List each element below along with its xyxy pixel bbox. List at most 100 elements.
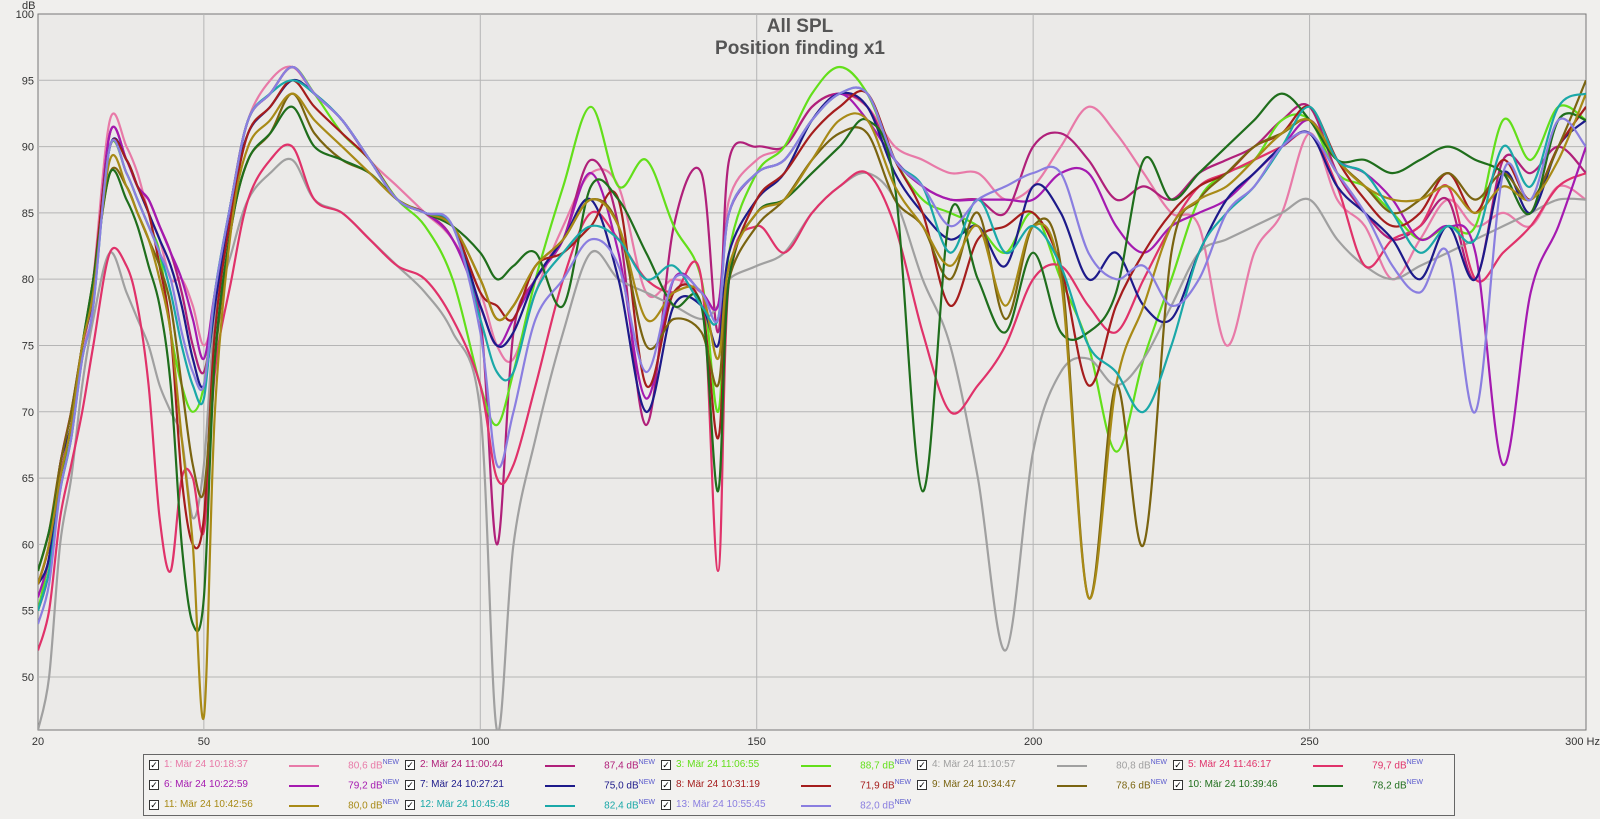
legend-value: 80,8 dBNEW [1107,759,1167,771]
legend-label: 9: Mär 24 10:34:47 [932,779,1016,790]
legend-value: 87,4 dBNEW [595,759,655,771]
legend-value: 78,2 dBNEW [1363,779,1423,791]
y-tick-label: 75 [22,340,34,352]
legend-value-text: 82,0 dB [860,800,895,812]
legend-label: 3: Mär 24 11:06:55 [676,759,760,770]
legend-label: 8: Mär 24 10:31:19 [676,779,760,790]
legend-value-text: 80,8 dB [1116,760,1151,772]
legend-checkbox[interactable]: ✓ [405,780,415,790]
series-line-6 [38,65,1586,598]
x-tick-label: 300 Hz [1565,736,1600,748]
legend-checkbox[interactable]: ✓ [661,800,671,810]
legend-checkbox[interactable]: ✓ [149,800,159,810]
new-badge: NEW [1150,779,1167,786]
spl-chart: 50 55 60 65 70 75 80 85 90 95 100 20 50 100 150 200 250 3… [16,0,1600,748]
new-badge: NEW [894,799,911,806]
legend-value: 75,0 dBNEW [595,779,655,791]
legend-value-text: 79,7 dB [1372,760,1407,772]
legend-swatch [1313,785,1343,787]
new-badge: NEW [1406,759,1423,766]
x-tick-label: 250 [1300,736,1318,748]
legend-item: ✓ 1: Mär 24 10:18:37 80,6 dBNEW [144,755,400,775]
legend-swatch [801,765,831,767]
legend-label: 7: Mär 24 10:27:21 [420,779,504,790]
x-tick-label: 20 [32,736,44,748]
legend-value-text: 75,0 dB [604,780,639,792]
legend-swatch [801,805,831,807]
y-tick-label: 80 [22,274,34,286]
y-tick-label: 100 [16,9,34,21]
legend-value-text: 71,9 dB [860,780,895,792]
legend-item: ✓ 12: Mär 24 10:45:48 82,4 dBNEW [400,795,656,815]
y-tick-label: 55 [22,606,34,618]
x-tick-label: 150 [748,736,766,748]
legend-value: 80,0 dBNEW [339,799,399,811]
legend-label: 5: Mär 24 11:46:17 [1188,759,1272,770]
legend-checkbox[interactable]: ✓ [917,780,927,790]
legend-item: ✓ 7: Mär 24 10:27:21 75,0 dBNEW [400,775,656,795]
x-tick-label: 50 [198,736,210,748]
legend-item: ✓ 6: Mär 24 10:22:59 79,2 dBNEW [144,775,400,795]
legend-swatch [289,805,319,807]
legend-swatch [1313,765,1343,767]
new-badge: NEW [1150,759,1167,766]
y-tick-label: 70 [22,407,34,419]
legend-swatch [1057,785,1087,787]
legend-value: 71,9 dBNEW [851,779,911,791]
legend-value-text: 78,6 dB [1116,780,1151,792]
legend-label: 4: Mär 24 11:10:57 [932,759,1016,770]
legend-checkbox[interactable]: ✓ [661,760,671,770]
legend-label: 12: Mär 24 10:45:48 [420,799,510,810]
y-tick-label: 50 [22,672,34,684]
legend-label: 6: Mär 24 10:22:59 [164,779,248,790]
axis-ticks: 50 55 60 65 70 75 80 85 90 95 100 20 50 100 150 200 250 3… [16,9,1600,748]
new-badge: NEW [382,799,399,806]
legend-checkbox[interactable]: ✓ [405,760,415,770]
y-tick-label: 90 [22,142,34,154]
legend-value: 79,2 dBNEW [339,779,399,791]
legend: ✓ 1: Mär 24 10:18:37 80,6 dBNEW ✓ 2: Mär 24 … [143,754,1455,816]
x-tick-label: 100 [471,736,489,748]
chart-subtitle: Position finding x1 [715,38,885,59]
legend-checkbox[interactable]: ✓ [149,780,159,790]
legend-swatch [801,785,831,787]
legend-item: ✓ 2: Mär 24 11:00:44 87,4 dBNEW [400,755,656,775]
legend-swatch [289,785,319,787]
legend-swatch [545,805,575,807]
legend-value: 82,0 dBNEW [851,799,911,811]
series-line-13 [38,65,1586,625]
legend-label: 2: Mär 24 11:00:44 [420,759,504,770]
legend-checkbox[interactable]: ✓ [1173,760,1183,770]
legend-value-text: 88,7 dB [860,760,895,772]
legend-value-text: 80,0 dB [348,800,383,812]
legend-label: 1: Mär 24 10:18:37 [164,759,248,770]
y-tick-label: 60 [22,539,34,551]
legend-item: ✓ 3: Mär 24 11:06:55 88,7 dBNEW [656,755,912,775]
legend-value: 82,4 dBNEW [595,799,655,811]
legend-swatch [545,785,575,787]
legend-item: ✓ 4: Mär 24 11:10:57 80,8 dBNEW [912,755,1168,775]
legend-checkbox[interactable]: ✓ [1173,780,1183,790]
new-badge: NEW [894,779,911,786]
legend-swatch [289,765,319,767]
legend-checkbox[interactable]: ✓ [405,800,415,810]
legend-item: ✓ 9: Mär 24 10:34:47 78,6 dBNEW [912,775,1168,795]
legend-value-text: 78,2 dB [1372,780,1407,792]
y-tick-label: 85 [22,208,34,220]
legend-item: ✓ 13: Mär 24 10:55:45 82,0 dBNEW [656,795,912,815]
legend-item: ✓ 5: Mär 24 11:46:17 79,7 dBNEW [1168,755,1424,775]
legend-label: 13: Mär 24 10:55:45 [676,799,766,810]
y-tick-label: 65 [22,473,34,485]
legend-value-text: 80,6 dB [348,760,383,772]
legend-swatch [1057,765,1087,767]
legend-value: 80,6 dBNEW [339,759,399,771]
new-badge: NEW [382,779,399,786]
legend-checkbox[interactable]: ✓ [917,760,927,770]
series-line-9 [38,79,1586,600]
legend-item: ✓ 10: Mär 24 10:39:46 78,2 dBNEW [1168,775,1424,795]
legend-label: 11: Mär 24 10:42:56 [164,799,253,810]
legend-item: ✓ 8: Mär 24 10:31:19 71,9 dBNEW [656,775,912,795]
y-axis-label: dB [22,0,35,12]
legend-checkbox[interactable]: ✓ [661,780,671,790]
legend-checkbox[interactable]: ✓ [149,760,159,770]
